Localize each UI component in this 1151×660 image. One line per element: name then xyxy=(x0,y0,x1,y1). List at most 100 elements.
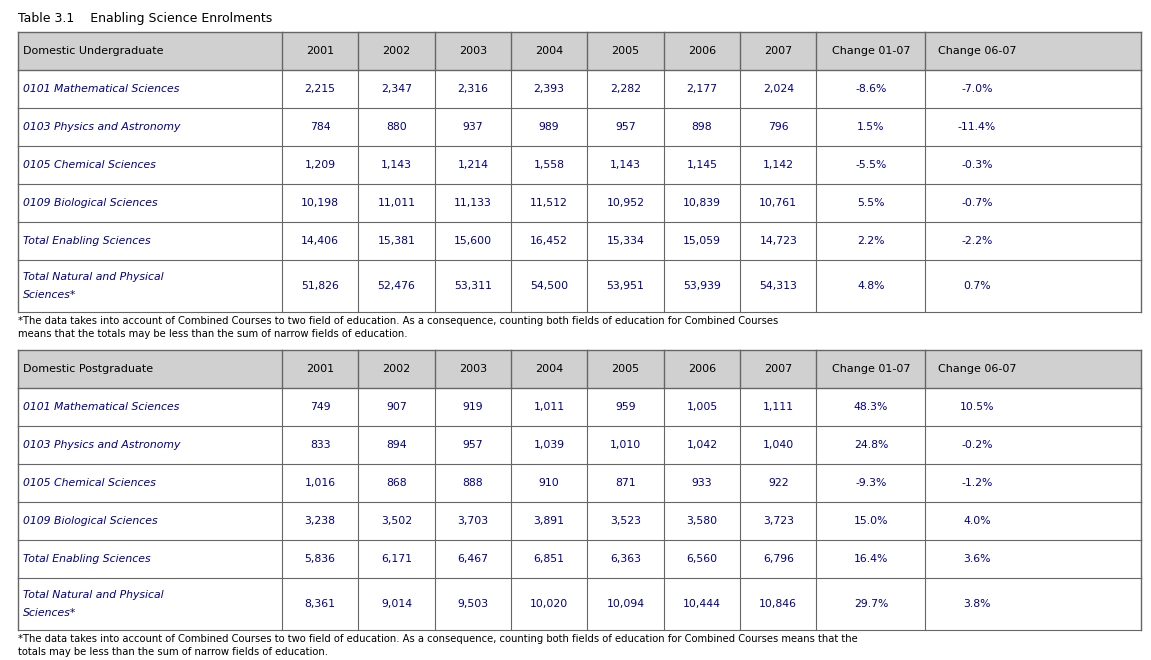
Text: 922: 922 xyxy=(768,478,788,488)
Text: 1,039: 1,039 xyxy=(534,440,565,450)
Text: 0109 Biological Sciences: 0109 Biological Sciences xyxy=(23,516,158,526)
Text: 15,334: 15,334 xyxy=(607,236,645,246)
Bar xyxy=(18,184,1141,222)
Bar xyxy=(18,426,1141,464)
Text: 51,826: 51,826 xyxy=(302,281,340,291)
Text: 10,198: 10,198 xyxy=(302,198,340,208)
Text: *The data takes into account of Combined Courses to two field of education. As a: *The data takes into account of Combined… xyxy=(18,634,857,644)
Text: 10,020: 10,020 xyxy=(531,599,569,609)
Text: 2007: 2007 xyxy=(764,364,792,374)
Text: 9,503: 9,503 xyxy=(457,599,488,609)
Text: Change 01-07: Change 01-07 xyxy=(832,364,910,374)
Text: 0.7%: 0.7% xyxy=(963,281,991,291)
Text: 6,363: 6,363 xyxy=(610,554,641,564)
Text: 894: 894 xyxy=(386,440,406,450)
Text: 54,500: 54,500 xyxy=(531,281,569,291)
Text: 10,444: 10,444 xyxy=(683,599,721,609)
Text: Change 06-07: Change 06-07 xyxy=(938,364,1016,374)
Text: 868: 868 xyxy=(386,478,406,488)
Text: 15,381: 15,381 xyxy=(378,236,416,246)
Text: 3,723: 3,723 xyxy=(763,516,794,526)
Text: 2003: 2003 xyxy=(459,364,487,374)
Text: 2,393: 2,393 xyxy=(534,84,565,94)
Bar xyxy=(18,108,1141,146)
Text: 15,600: 15,600 xyxy=(453,236,491,246)
Text: 784: 784 xyxy=(310,122,330,132)
Bar xyxy=(18,222,1141,260)
Text: -7.0%: -7.0% xyxy=(961,84,993,94)
Text: 1,143: 1,143 xyxy=(381,160,412,170)
Bar xyxy=(18,502,1141,540)
Text: 5.5%: 5.5% xyxy=(857,198,885,208)
Text: Total Enabling Sciences: Total Enabling Sciences xyxy=(23,554,151,564)
Text: 4.0%: 4.0% xyxy=(963,516,991,526)
Text: 2,316: 2,316 xyxy=(457,84,488,94)
Text: Domestic Postgraduate: Domestic Postgraduate xyxy=(23,364,153,374)
Text: -0.2%: -0.2% xyxy=(961,440,993,450)
Bar xyxy=(18,70,1141,108)
Text: 9,014: 9,014 xyxy=(381,599,412,609)
Text: 959: 959 xyxy=(616,402,635,412)
Text: 933: 933 xyxy=(692,478,712,488)
Text: 0101 Mathematical Sciences: 0101 Mathematical Sciences xyxy=(23,402,180,412)
Text: -0.3%: -0.3% xyxy=(961,160,993,170)
Text: 15.0%: 15.0% xyxy=(854,516,889,526)
Text: 10,952: 10,952 xyxy=(607,198,645,208)
Text: 2004: 2004 xyxy=(535,46,563,56)
Text: *The data takes into account of Combined Courses to two field of education. As a: *The data takes into account of Combined… xyxy=(18,316,778,326)
Text: 2,282: 2,282 xyxy=(610,84,641,94)
Text: -1.2%: -1.2% xyxy=(961,478,992,488)
Text: 5,836: 5,836 xyxy=(305,554,336,564)
Bar xyxy=(18,32,1141,70)
Text: 10.5%: 10.5% xyxy=(960,402,994,412)
Text: 919: 919 xyxy=(463,402,483,412)
Text: 11,011: 11,011 xyxy=(378,198,416,208)
Text: Total Natural and Physical: Total Natural and Physical xyxy=(23,272,163,282)
Text: 1,005: 1,005 xyxy=(686,402,717,412)
Text: 6,560: 6,560 xyxy=(686,554,717,564)
Text: -2.2%: -2.2% xyxy=(961,236,992,246)
Text: -0.7%: -0.7% xyxy=(961,198,993,208)
Text: 880: 880 xyxy=(386,122,406,132)
Text: 2,347: 2,347 xyxy=(381,84,412,94)
Text: Change 01-07: Change 01-07 xyxy=(832,46,910,56)
Text: Sciences*: Sciences* xyxy=(23,608,76,618)
Text: 2005: 2005 xyxy=(611,46,640,56)
Text: 8,361: 8,361 xyxy=(305,599,336,609)
Bar xyxy=(18,388,1141,426)
Text: 2005: 2005 xyxy=(611,364,640,374)
Text: 3.8%: 3.8% xyxy=(963,599,991,609)
Text: 2004: 2004 xyxy=(535,364,563,374)
Text: 749: 749 xyxy=(310,402,330,412)
Text: 6,851: 6,851 xyxy=(534,554,565,564)
Text: 53,951: 53,951 xyxy=(607,281,645,291)
Text: 3,580: 3,580 xyxy=(686,516,717,526)
Text: Sciences*: Sciences* xyxy=(23,290,76,300)
Text: 1,011: 1,011 xyxy=(534,402,565,412)
Text: 3,238: 3,238 xyxy=(305,516,336,526)
Text: 16,452: 16,452 xyxy=(531,236,569,246)
Text: 937: 937 xyxy=(463,122,483,132)
Text: 54,313: 54,313 xyxy=(760,281,798,291)
Text: 957: 957 xyxy=(463,440,483,450)
Text: 2001: 2001 xyxy=(306,46,334,56)
Text: 2002: 2002 xyxy=(382,46,411,56)
Text: 2,215: 2,215 xyxy=(305,84,336,94)
Text: 52,476: 52,476 xyxy=(378,281,416,291)
Text: 0105 Chemical Sciences: 0105 Chemical Sciences xyxy=(23,478,155,488)
Text: 1,016: 1,016 xyxy=(305,478,336,488)
Text: 11,512: 11,512 xyxy=(531,198,569,208)
Text: 6,467: 6,467 xyxy=(457,554,488,564)
Text: -5.5%: -5.5% xyxy=(855,160,886,170)
Text: 6,796: 6,796 xyxy=(763,554,794,564)
Text: 3,502: 3,502 xyxy=(381,516,412,526)
Text: 0103 Physics and Astronomy: 0103 Physics and Astronomy xyxy=(23,122,181,132)
Bar xyxy=(18,260,1141,312)
Text: 1,214: 1,214 xyxy=(457,160,488,170)
Text: 4.8%: 4.8% xyxy=(857,281,885,291)
Text: 3,891: 3,891 xyxy=(534,516,565,526)
Text: 1,209: 1,209 xyxy=(305,160,336,170)
Text: -11.4%: -11.4% xyxy=(958,122,996,132)
Text: -8.6%: -8.6% xyxy=(855,84,886,94)
Text: means that the totals may be less than the sum of narrow fields of education.: means that the totals may be less than t… xyxy=(18,329,407,339)
